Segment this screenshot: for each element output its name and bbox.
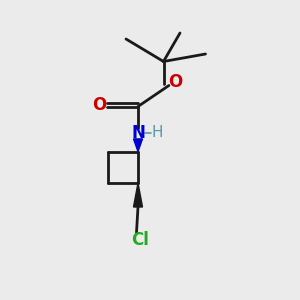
Text: N: N	[131, 124, 145, 142]
Text: Cl: Cl	[131, 231, 149, 249]
Text: O: O	[92, 96, 106, 114]
Polygon shape	[134, 183, 142, 207]
Text: H: H	[152, 125, 163, 140]
Polygon shape	[134, 139, 142, 152]
Text: O: O	[168, 73, 183, 91]
